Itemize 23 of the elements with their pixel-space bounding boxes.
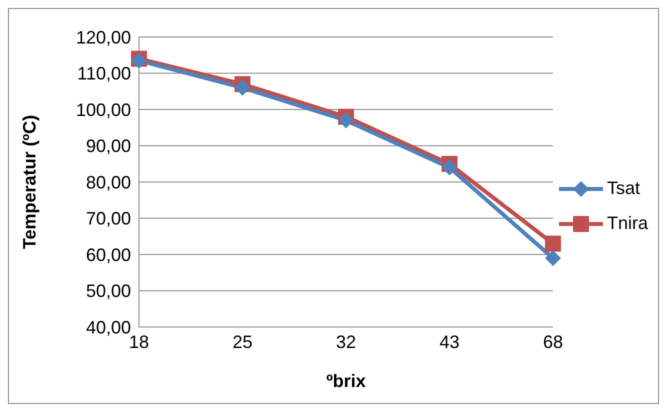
point [544,250,561,266]
y-tick-label: 100,00 [76,100,131,120]
x-tick-label: 32 [336,332,356,352]
y-tick-label: 40,00 [86,317,131,338]
legend-label: Tnira [606,213,648,234]
point [544,236,561,252]
x-tick-label: 18 [128,332,150,352]
y-tick-label: 80,00 [86,172,131,192]
y-tick-label: 90,00 [86,136,131,156]
legend-label: Tsat [606,178,640,199]
y-axis-title: Temperatur (ºC) [19,114,40,250]
x-tick-label: 68 [542,332,563,352]
x-tick-label: 25 [232,332,253,352]
y-tick-label: 120,00 [76,27,131,48]
point [338,112,354,128]
x-axis-title: ºbrix [326,371,366,391]
point [441,160,458,176]
y-tick-label: 70,00 [86,208,131,229]
y-tick-label: 60,00 [86,244,131,265]
y-tick-label: 110,00 [77,64,131,84]
x-tick-label: 43 [439,332,460,352]
point [234,80,250,96]
y-tick-label: 50,00 [86,281,131,302]
